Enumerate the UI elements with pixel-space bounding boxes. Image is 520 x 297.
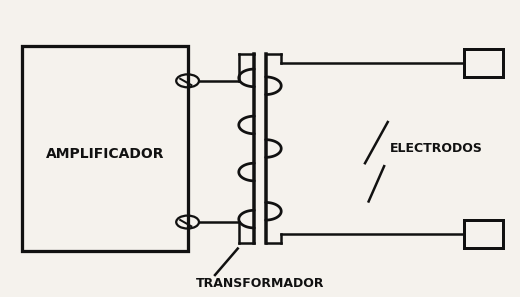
Text: ELECTRODOS: ELECTRODOS: [389, 142, 482, 155]
Bar: [22, 45, 188, 252]
Text: AMPLIFICADOR: AMPLIFICADOR: [46, 147, 164, 161]
Text: TRANSFORMADOR: TRANSFORMADOR: [196, 277, 324, 290]
Bar: [464, 49, 503, 77]
Bar: [464, 220, 503, 248]
